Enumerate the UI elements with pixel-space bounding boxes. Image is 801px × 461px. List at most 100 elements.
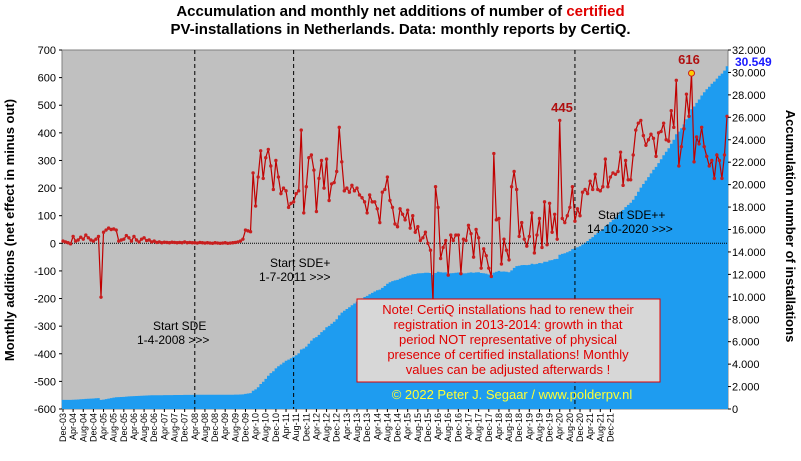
- y-tick-label: 700: [38, 45, 56, 57]
- x-tick-label: Apr-19: [524, 413, 534, 440]
- data-point: [469, 231, 473, 236]
- y2-tick-label: 18.000: [732, 202, 766, 214]
- y2-tick-label: 20.000: [732, 180, 766, 192]
- data-point: [656, 131, 661, 135]
- data-point: [517, 234, 521, 239]
- x-tick-label: Dec-20: [575, 413, 585, 442]
- data-point: [433, 184, 438, 189]
- x-tick-label: Aug-08: [200, 413, 210, 442]
- data-point: [231, 241, 235, 245]
- data-point: [565, 213, 570, 218]
- data-point: [350, 183, 354, 188]
- data-point: [370, 200, 374, 204]
- data-point: [644, 143, 648, 147]
- copyright-text: © 2022 Peter J. Segaar / www.polderpv.nl: [392, 387, 633, 402]
- note-line-4: presence of certified installations! Mon…: [387, 347, 629, 362]
- data-point: [674, 78, 679, 83]
- x-tick-label: Apr-17: [463, 413, 473, 440]
- data-point: [646, 138, 651, 142]
- data-point: [279, 191, 283, 196]
- data-point: [393, 222, 397, 226]
- data-point: [623, 158, 628, 163]
- data-point: [264, 156, 268, 160]
- data-point: [380, 190, 385, 194]
- data-point: [312, 168, 316, 172]
- data-point: [641, 133, 646, 138]
- data-point: [626, 178, 630, 182]
- data-point: [144, 238, 149, 243]
- data-point: [710, 158, 714, 163]
- data-point: [575, 207, 580, 211]
- data-point: [335, 169, 339, 174]
- data-point: [329, 182, 334, 186]
- data-point: [694, 135, 699, 139]
- data-point: [451, 238, 455, 243]
- data-point: [324, 157, 329, 161]
- data-point: [347, 190, 352, 194]
- data-point: [487, 266, 491, 270]
- x-tick-label: Apr-14: [372, 413, 382, 440]
- data-point: [357, 193, 362, 197]
- x-tick-label: Dec-15: [423, 413, 433, 442]
- data-point: [162, 240, 167, 244]
- data-point: [332, 180, 336, 185]
- data-point: [86, 236, 91, 240]
- y-tick-label: 300: [38, 155, 56, 167]
- data-point: [507, 258, 511, 262]
- data-point: [651, 136, 656, 141]
- x-tick-label: Aug-17: [474, 413, 484, 442]
- data-point: [223, 241, 227, 245]
- y-tick-label: -100: [34, 266, 56, 278]
- x-tick-label: Aug-10: [261, 413, 271, 442]
- y2-tick-label: 8.000: [732, 314, 760, 326]
- data-point: [436, 205, 440, 210]
- data-point: [667, 139, 671, 143]
- data-point: [167, 241, 172, 245]
- x-tick-label: Aug-19: [534, 413, 544, 442]
- data-point: [266, 147, 270, 152]
- start-sdeplus-label-2: 1-7-2011 >>>: [259, 270, 331, 284]
- data-point: [122, 237, 126, 241]
- y-tick-label: 100: [38, 211, 56, 223]
- data-point: [205, 241, 210, 245]
- x-tick-label: Aug-16: [443, 413, 453, 442]
- data-point: [441, 245, 445, 250]
- data-point: [342, 189, 347, 193]
- data-point: [621, 183, 625, 188]
- x-tick-label: Apr-10: [251, 413, 261, 440]
- data-point: [552, 212, 557, 217]
- data-point: [596, 187, 600, 192]
- note-box: [356, 298, 661, 383]
- data-point: [550, 230, 554, 234]
- data-point: [525, 244, 529, 248]
- data-point: [177, 240, 182, 245]
- data-point: [636, 121, 640, 125]
- x-tick-label: Apr-09: [220, 413, 230, 440]
- y-tick-label: -500: [34, 376, 56, 388]
- data-point: [454, 233, 458, 237]
- data-point: [302, 211, 306, 215]
- data-point: [155, 240, 159, 245]
- data-point: [256, 175, 260, 179]
- data-point: [248, 230, 253, 234]
- data-point: [188, 240, 192, 245]
- data-point: [327, 198, 331, 203]
- data-point: [616, 169, 620, 174]
- data-point: [375, 207, 379, 211]
- start-sde-label-2: 1-4-2008 >>>: [137, 333, 209, 347]
- note-line-2: registration in 2013-2014: growth in tha…: [393, 317, 622, 332]
- data-point: [352, 189, 357, 193]
- data-point: [101, 230, 106, 234]
- data-point: [96, 234, 101, 239]
- data-point: [563, 220, 567, 225]
- y2-tick-label: 4.000: [732, 359, 760, 371]
- x-tick-label: Dec-14: [393, 413, 403, 442]
- data-point: [362, 200, 367, 204]
- data-point: [198, 240, 202, 245]
- x-tick-label: Apr-13: [342, 413, 352, 440]
- y2-tick-label: 24.000: [732, 135, 766, 147]
- start-sdeplusplus-label-1: Start SDE++: [598, 208, 665, 222]
- x-tick-label: Dec-10: [271, 413, 281, 442]
- x-tick-label: Dec-09: [240, 413, 250, 442]
- data-point: [403, 218, 407, 222]
